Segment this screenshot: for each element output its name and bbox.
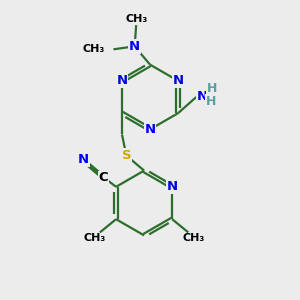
Text: NH: NH [197, 90, 219, 103]
Text: N: N [129, 40, 140, 53]
Text: N: N [172, 74, 184, 87]
Text: N: N [144, 123, 156, 136]
Text: H: H [206, 82, 217, 95]
Text: N: N [167, 180, 178, 193]
Text: N: N [116, 74, 128, 87]
Text: C: C [99, 172, 108, 184]
Text: CH₃: CH₃ [82, 44, 105, 54]
Text: N: N [78, 153, 89, 166]
Text: CH₃: CH₃ [125, 14, 147, 24]
Text: CH₃: CH₃ [83, 233, 106, 243]
Text: H: H [206, 95, 216, 108]
Text: S: S [122, 149, 131, 162]
Text: CH₃: CH₃ [182, 233, 205, 243]
